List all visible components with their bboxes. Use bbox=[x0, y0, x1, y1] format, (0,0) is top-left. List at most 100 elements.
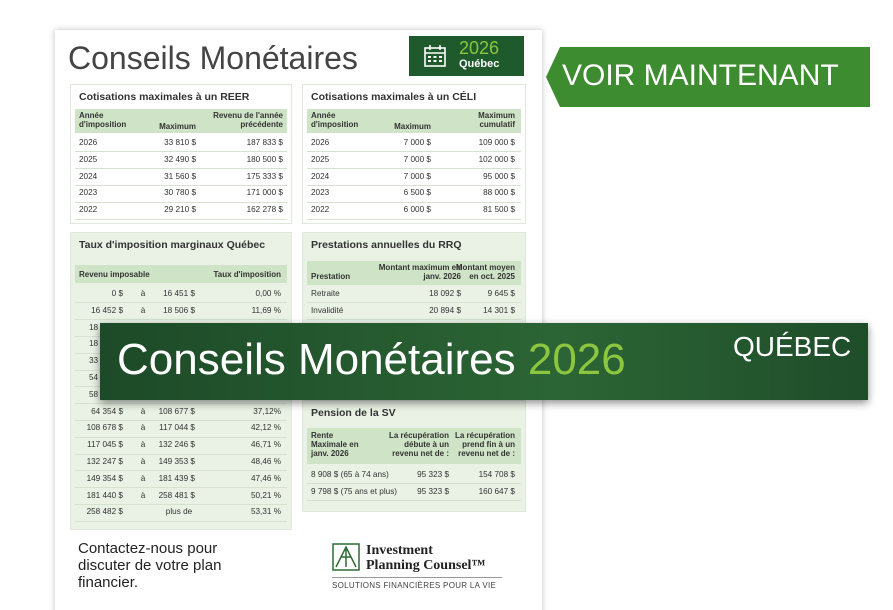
cell: 187 833 $ bbox=[246, 138, 283, 147]
cell: 95 000 $ bbox=[483, 171, 515, 181]
cell: 18 506 $ bbox=[163, 305, 195, 315]
reer-section: Cotisations maximales à un REER Année d'i… bbox=[70, 84, 292, 224]
row-separator bbox=[75, 302, 287, 304]
cell: 46,71 % bbox=[250, 440, 281, 450]
cell: à bbox=[140, 289, 146, 298]
column-header: Rente Maximale en janv. 2026 bbox=[311, 431, 359, 458]
calendar-icon bbox=[424, 45, 446, 67]
cell: 171 000 $ bbox=[246, 188, 283, 198]
logo-mark bbox=[332, 543, 360, 571]
cell: à bbox=[140, 490, 146, 500]
cell: 95 323 $ bbox=[417, 470, 449, 479]
cta-label[interactable]: VOIR MAINTENANT bbox=[562, 59, 839, 92]
cell: 33 810 $ bbox=[164, 138, 196, 147]
cell: 2023 bbox=[79, 188, 98, 198]
header-band bbox=[307, 109, 521, 133]
row-separator bbox=[75, 419, 287, 421]
cell: 7 000 $ bbox=[403, 171, 431, 181]
section-title: Taux d'imposition marginaux Québec bbox=[79, 239, 266, 251]
cell: 2025 bbox=[311, 154, 330, 164]
row-separator bbox=[307, 218, 521, 220]
badge-region: Québec bbox=[459, 58, 500, 70]
row-separator bbox=[307, 319, 521, 321]
cell: 175 333 $ bbox=[246, 171, 283, 181]
cell: 117 044 $ bbox=[159, 423, 195, 433]
cell: à bbox=[140, 440, 146, 450]
section-title: Pension de la SV bbox=[311, 407, 396, 419]
row-separator bbox=[75, 487, 287, 489]
cell: 109 000 $ bbox=[478, 138, 515, 147]
column-header: Année d'imposition bbox=[311, 111, 359, 129]
row-separator bbox=[75, 403, 287, 405]
cta-shape bbox=[546, 47, 870, 107]
cell: 9 798 $ (75 ans et plus) bbox=[311, 486, 398, 496]
cell: 32 490 $ bbox=[164, 154, 196, 164]
cell: à bbox=[140, 406, 146, 416]
cell: 181 440 $ bbox=[86, 490, 123, 500]
cell: 8 908 $ (65 à 74 ans) bbox=[311, 470, 389, 479]
cell: 20 894 $ bbox=[429, 305, 461, 315]
column-header: Revenu de l'année précédente bbox=[213, 111, 283, 129]
cell: plus de bbox=[165, 507, 193, 517]
cell: 47,46 % bbox=[250, 473, 281, 483]
cell: 154 708 $ bbox=[478, 470, 515, 479]
row-separator bbox=[307, 201, 521, 203]
cell: 64 354 $ bbox=[91, 406, 123, 416]
cell: 95 323 $ bbox=[417, 486, 449, 496]
logo-line: Planning Counsel™ bbox=[366, 558, 486, 573]
cell: Invalidité bbox=[311, 305, 344, 315]
banner-region: QUÉBEC bbox=[733, 331, 852, 362]
cell: 132 247 $ bbox=[86, 457, 123, 466]
cell: 48,46 % bbox=[250, 457, 281, 466]
row-separator bbox=[75, 436, 287, 438]
cell: 117 045 $ bbox=[87, 440, 123, 450]
banner-title: Conseils Monétaires 2026 bbox=[117, 335, 626, 385]
cell: 11,69 % bbox=[251, 305, 281, 315]
cell: 2024 bbox=[79, 171, 98, 181]
cell: 58 bbox=[89, 389, 99, 399]
row-separator bbox=[75, 319, 287, 321]
banner-title-text: Conseils Monétaires bbox=[117, 335, 516, 384]
cell: 18 092 $ bbox=[429, 289, 461, 298]
cell: 108 677 $ bbox=[158, 406, 195, 416]
cell: 108 678 $ bbox=[86, 423, 123, 433]
cell: 102 000 $ bbox=[478, 154, 515, 164]
cell: 0 $ bbox=[111, 289, 123, 298]
cta-button[interactable]: VOIR MAINTENANT bbox=[546, 47, 870, 107]
cell: 42,12 % bbox=[250, 423, 281, 433]
row-separator bbox=[75, 503, 287, 505]
cell: 16 451 $ bbox=[163, 289, 195, 298]
row-separator bbox=[75, 184, 287, 186]
section-title: Prestations annuelles du RRQ bbox=[311, 239, 462, 251]
row-separator bbox=[75, 470, 287, 472]
banner-year: 2026 bbox=[527, 335, 626, 384]
cell: 149 354 $ bbox=[86, 473, 123, 483]
cell: 2026 bbox=[79, 138, 98, 147]
logo-tagline: SOLUTIONS FINANCIÈRES POUR LA VIE bbox=[332, 577, 502, 590]
row-separator bbox=[307, 500, 521, 502]
cell: 9 645 $ bbox=[487, 289, 515, 298]
cell: 31 560 $ bbox=[164, 171, 196, 181]
logo-line: Investment bbox=[366, 543, 433, 558]
contact-text: Contactez-nous pour discuter de votre pl… bbox=[78, 540, 222, 591]
row-separator bbox=[75, 201, 287, 203]
header-band bbox=[75, 109, 287, 133]
column-header: Montant maximum en janv. 2026 bbox=[378, 263, 461, 281]
cell: 181 439 $ bbox=[158, 473, 195, 483]
row-separator bbox=[307, 302, 521, 304]
column-header: Maximum cumulatif bbox=[478, 111, 515, 129]
column-header: Revenu imposable bbox=[79, 270, 150, 279]
cell: 7 000 $ bbox=[403, 138, 431, 147]
cell: 132 246 $ bbox=[158, 440, 195, 450]
cell: 18 bbox=[89, 339, 99, 349]
column-header: Montant moyen en oct. 2025 bbox=[455, 263, 515, 281]
cell: à bbox=[140, 423, 146, 433]
cell: 258 481 $ bbox=[158, 490, 195, 500]
doc-title: Conseils Monétaires bbox=[68, 40, 358, 76]
cell: 37,12% bbox=[253, 406, 281, 416]
cell: 88 000 $ bbox=[483, 188, 515, 198]
column-header: Prestation bbox=[311, 272, 351, 281]
row-separator bbox=[75, 520, 287, 522]
cell: 54 bbox=[89, 373, 99, 382]
cell: 6 000 $ bbox=[403, 205, 431, 215]
